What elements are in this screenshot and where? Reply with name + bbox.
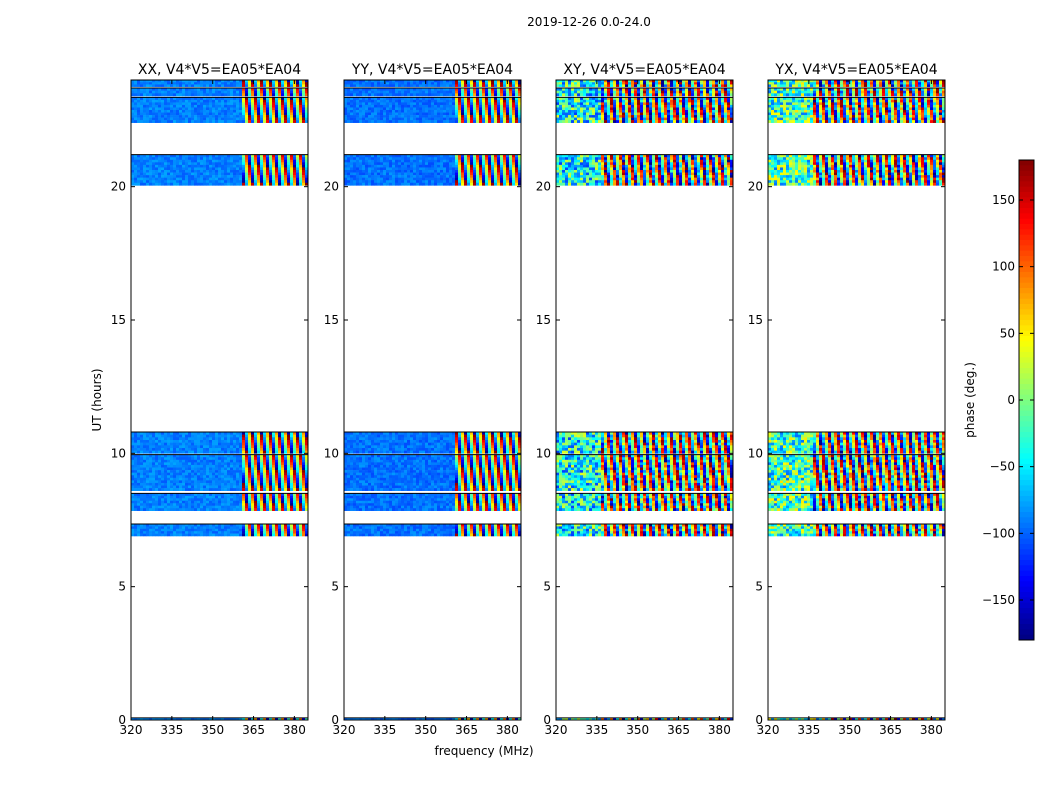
x-tick-label: 320 (120, 723, 143, 737)
colorbar-tick-label: 50 (1000, 326, 1015, 340)
colorbar: −150 −100 −50 0 50 100 150 (982, 159, 1035, 641)
axes-frame (767, 79, 946, 721)
panel-1: XX, V4*V5=EA05*EA04 320 335 350 365 380 0 5 10 15… (111, 62, 309, 737)
x-tick-label: 320 (545, 723, 568, 737)
figure-title: 2019-12-26 0.0-24.0 (527, 15, 651, 29)
panel-title: XX, V4*V5=EA05*EA04 (138, 62, 301, 78)
x-tick-label: 365 (667, 723, 690, 737)
panel-title: YX, V4*V5=EA05*EA04 (774, 62, 937, 78)
colorbar-tick-label: 150 (992, 193, 1015, 207)
x-tick-label: 365 (455, 723, 478, 737)
axes-frame (555, 79, 734, 721)
y-tick-label: 20 (536, 180, 551, 194)
y-tick-label: 20 (748, 180, 763, 194)
x-tick-label: 350 (838, 723, 861, 737)
x-tick-label: 320 (333, 723, 356, 737)
y-tick-label: 5 (543, 580, 551, 594)
x-tick-label: 335 (373, 723, 396, 737)
axes-frame (130, 79, 309, 721)
y-tick-label: 10 (111, 446, 126, 460)
x-tick-label: 335 (160, 723, 183, 737)
y-tick-label: 0 (543, 713, 551, 727)
colorbar-label: phase (deg.) (963, 362, 977, 438)
y-tick-label: 10 (748, 446, 763, 460)
x-tick-label: 350 (414, 723, 437, 737)
y-tick-label: 0 (118, 713, 126, 727)
heatmap-cells (344, 79, 522, 721)
y-tick-label: 15 (748, 313, 763, 327)
y-tick-label: 10 (324, 446, 339, 460)
x-tick-label: 335 (585, 723, 608, 737)
axes-frame (343, 79, 522, 721)
heatmap-cells (556, 79, 734, 721)
x-tick-label: 350 (626, 723, 649, 737)
x-tick-label: 380 (283, 723, 306, 737)
colorbar-tick-label: 0 (1007, 393, 1015, 407)
colorbar-tick-label: −50 (990, 460, 1015, 474)
y-tick-label: 0 (331, 713, 339, 727)
colorbar-gradient (1019, 160, 1034, 641)
panel-4: YX, V4*V5=EA05*EA04 320 335 350 365 380 0 5 10 15… (748, 62, 946, 737)
colorbar-tick-label: −150 (982, 593, 1015, 607)
y-tick-label: 10 (536, 446, 551, 460)
y-tick-label: 20 (324, 180, 339, 194)
y-axis-label: UT (hours) (90, 368, 104, 431)
x-tick-label: 335 (797, 723, 820, 737)
y-tick-label: 5 (755, 580, 763, 594)
y-tick-label: 15 (536, 313, 551, 327)
panel-title: XY, V4*V5=EA05*EA04 (563, 62, 725, 78)
y-tick-label: 5 (331, 580, 339, 594)
x-tick-label: 320 (757, 723, 780, 737)
colorbar-tick-label: −100 (982, 526, 1015, 540)
panel-title: YY, V4*V5=EA05*EA04 (351, 62, 513, 78)
x-tick-label: 365 (242, 723, 265, 737)
x-tick-label: 380 (920, 723, 943, 737)
heatmap-cells (131, 79, 309, 721)
y-tick-label: 20 (111, 180, 126, 194)
x-tick-label: 380 (496, 723, 519, 737)
x-tick-label: 350 (201, 723, 224, 737)
heatmap-panels: XX, V4*V5=EA05*EA04 320 335 350 365 380 0 5 10 15… (111, 62, 946, 737)
y-tick-label: 15 (324, 313, 339, 327)
y-tick-label: 0 (755, 713, 763, 727)
x-tick-label: 365 (879, 723, 902, 737)
heatmap-cells (768, 79, 946, 721)
x-axis-label: frequency (MHz) (434, 744, 533, 758)
y-tick-label: 15 (111, 313, 126, 327)
colorbar-tick-label: 100 (992, 260, 1015, 274)
panel-3: XY, V4*V5=EA05*EA04 320 335 350 365 380 0 5 10 15… (536, 62, 734, 737)
panel-2: YY, V4*V5=EA05*EA04 320 335 350 365 380 0 5 10 15… (324, 62, 522, 737)
x-tick-label: 380 (708, 723, 731, 737)
y-tick-label: 5 (118, 580, 126, 594)
